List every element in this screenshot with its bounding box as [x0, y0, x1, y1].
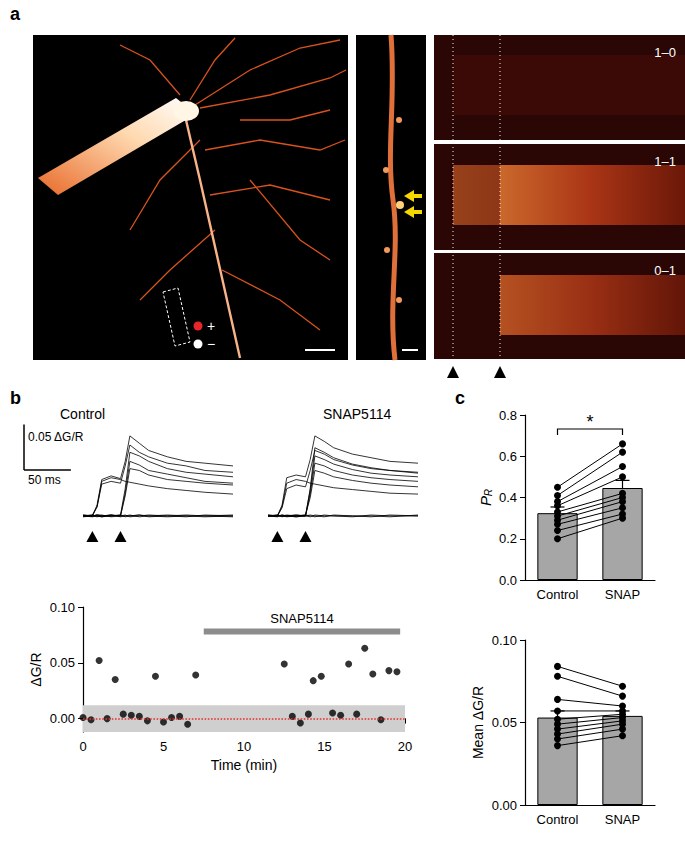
svg-text:Time (min): Time (min) — [211, 757, 277, 773]
svg-text:50 ms: 50 ms — [28, 473, 61, 487]
svg-text:SNAP5114: SNAP5114 — [323, 406, 391, 422]
svg-text:20: 20 — [398, 739, 412, 754]
svg-text:1–0: 1–0 — [654, 45, 676, 60]
svg-text:0.00: 0.00 — [50, 711, 75, 726]
svg-text:Control: Control — [60, 406, 105, 422]
svg-text:1–1: 1–1 — [654, 154, 676, 169]
html-text:a: a — [10, 4, 20, 24]
svg-text:10: 10 — [237, 739, 251, 754]
svg-text:0.2: 0.2 — [499, 531, 517, 546]
svg-text:0.05: 0.05 — [50, 655, 75, 670]
svg-text:Control: Control — [537, 587, 579, 602]
svg-text:0: 0 — [79, 739, 86, 754]
svg-text:P: P — [477, 496, 494, 506]
svg-text:SNAP: SNAP — [605, 587, 640, 602]
svg-text:0.05: 0.05 — [492, 715, 517, 730]
svg-text:Mean ΔG/R: Mean ΔG/R — [470, 686, 486, 759]
svg-text:SNAP: SNAP — [605, 812, 640, 827]
svg-text:0.8: 0.8 — [499, 408, 517, 423]
svg-text:15: 15 — [317, 739, 331, 754]
svg-text:0.00: 0.00 — [492, 798, 517, 813]
svg-text:0.10: 0.10 — [492, 633, 517, 648]
html-text:b: b — [10, 388, 21, 408]
svg-text:R: R — [483, 489, 494, 496]
svg-text:0.4: 0.4 — [499, 490, 517, 505]
svg-text:SNAP5114: SNAP5114 — [270, 611, 333, 626]
svg-text:0.05 ΔG/R: 0.05 ΔG/R — [28, 430, 84, 444]
svg-text:0.10: 0.10 — [50, 600, 75, 615]
svg-text:ΔG/R: ΔG/R — [28, 652, 44, 686]
svg-text:5: 5 — [160, 739, 167, 754]
svg-text:0.0: 0.0 — [499, 573, 517, 588]
svg-text:−: − — [207, 336, 215, 352]
svg-text:*: * — [586, 412, 593, 432]
svg-text:0.6: 0.6 — [499, 449, 517, 464]
svg-text:+: + — [207, 318, 215, 334]
html-text:c: c — [455, 388, 465, 408]
svg-text:0–1: 0–1 — [654, 263, 676, 278]
svg-text:Control: Control — [537, 812, 579, 827]
